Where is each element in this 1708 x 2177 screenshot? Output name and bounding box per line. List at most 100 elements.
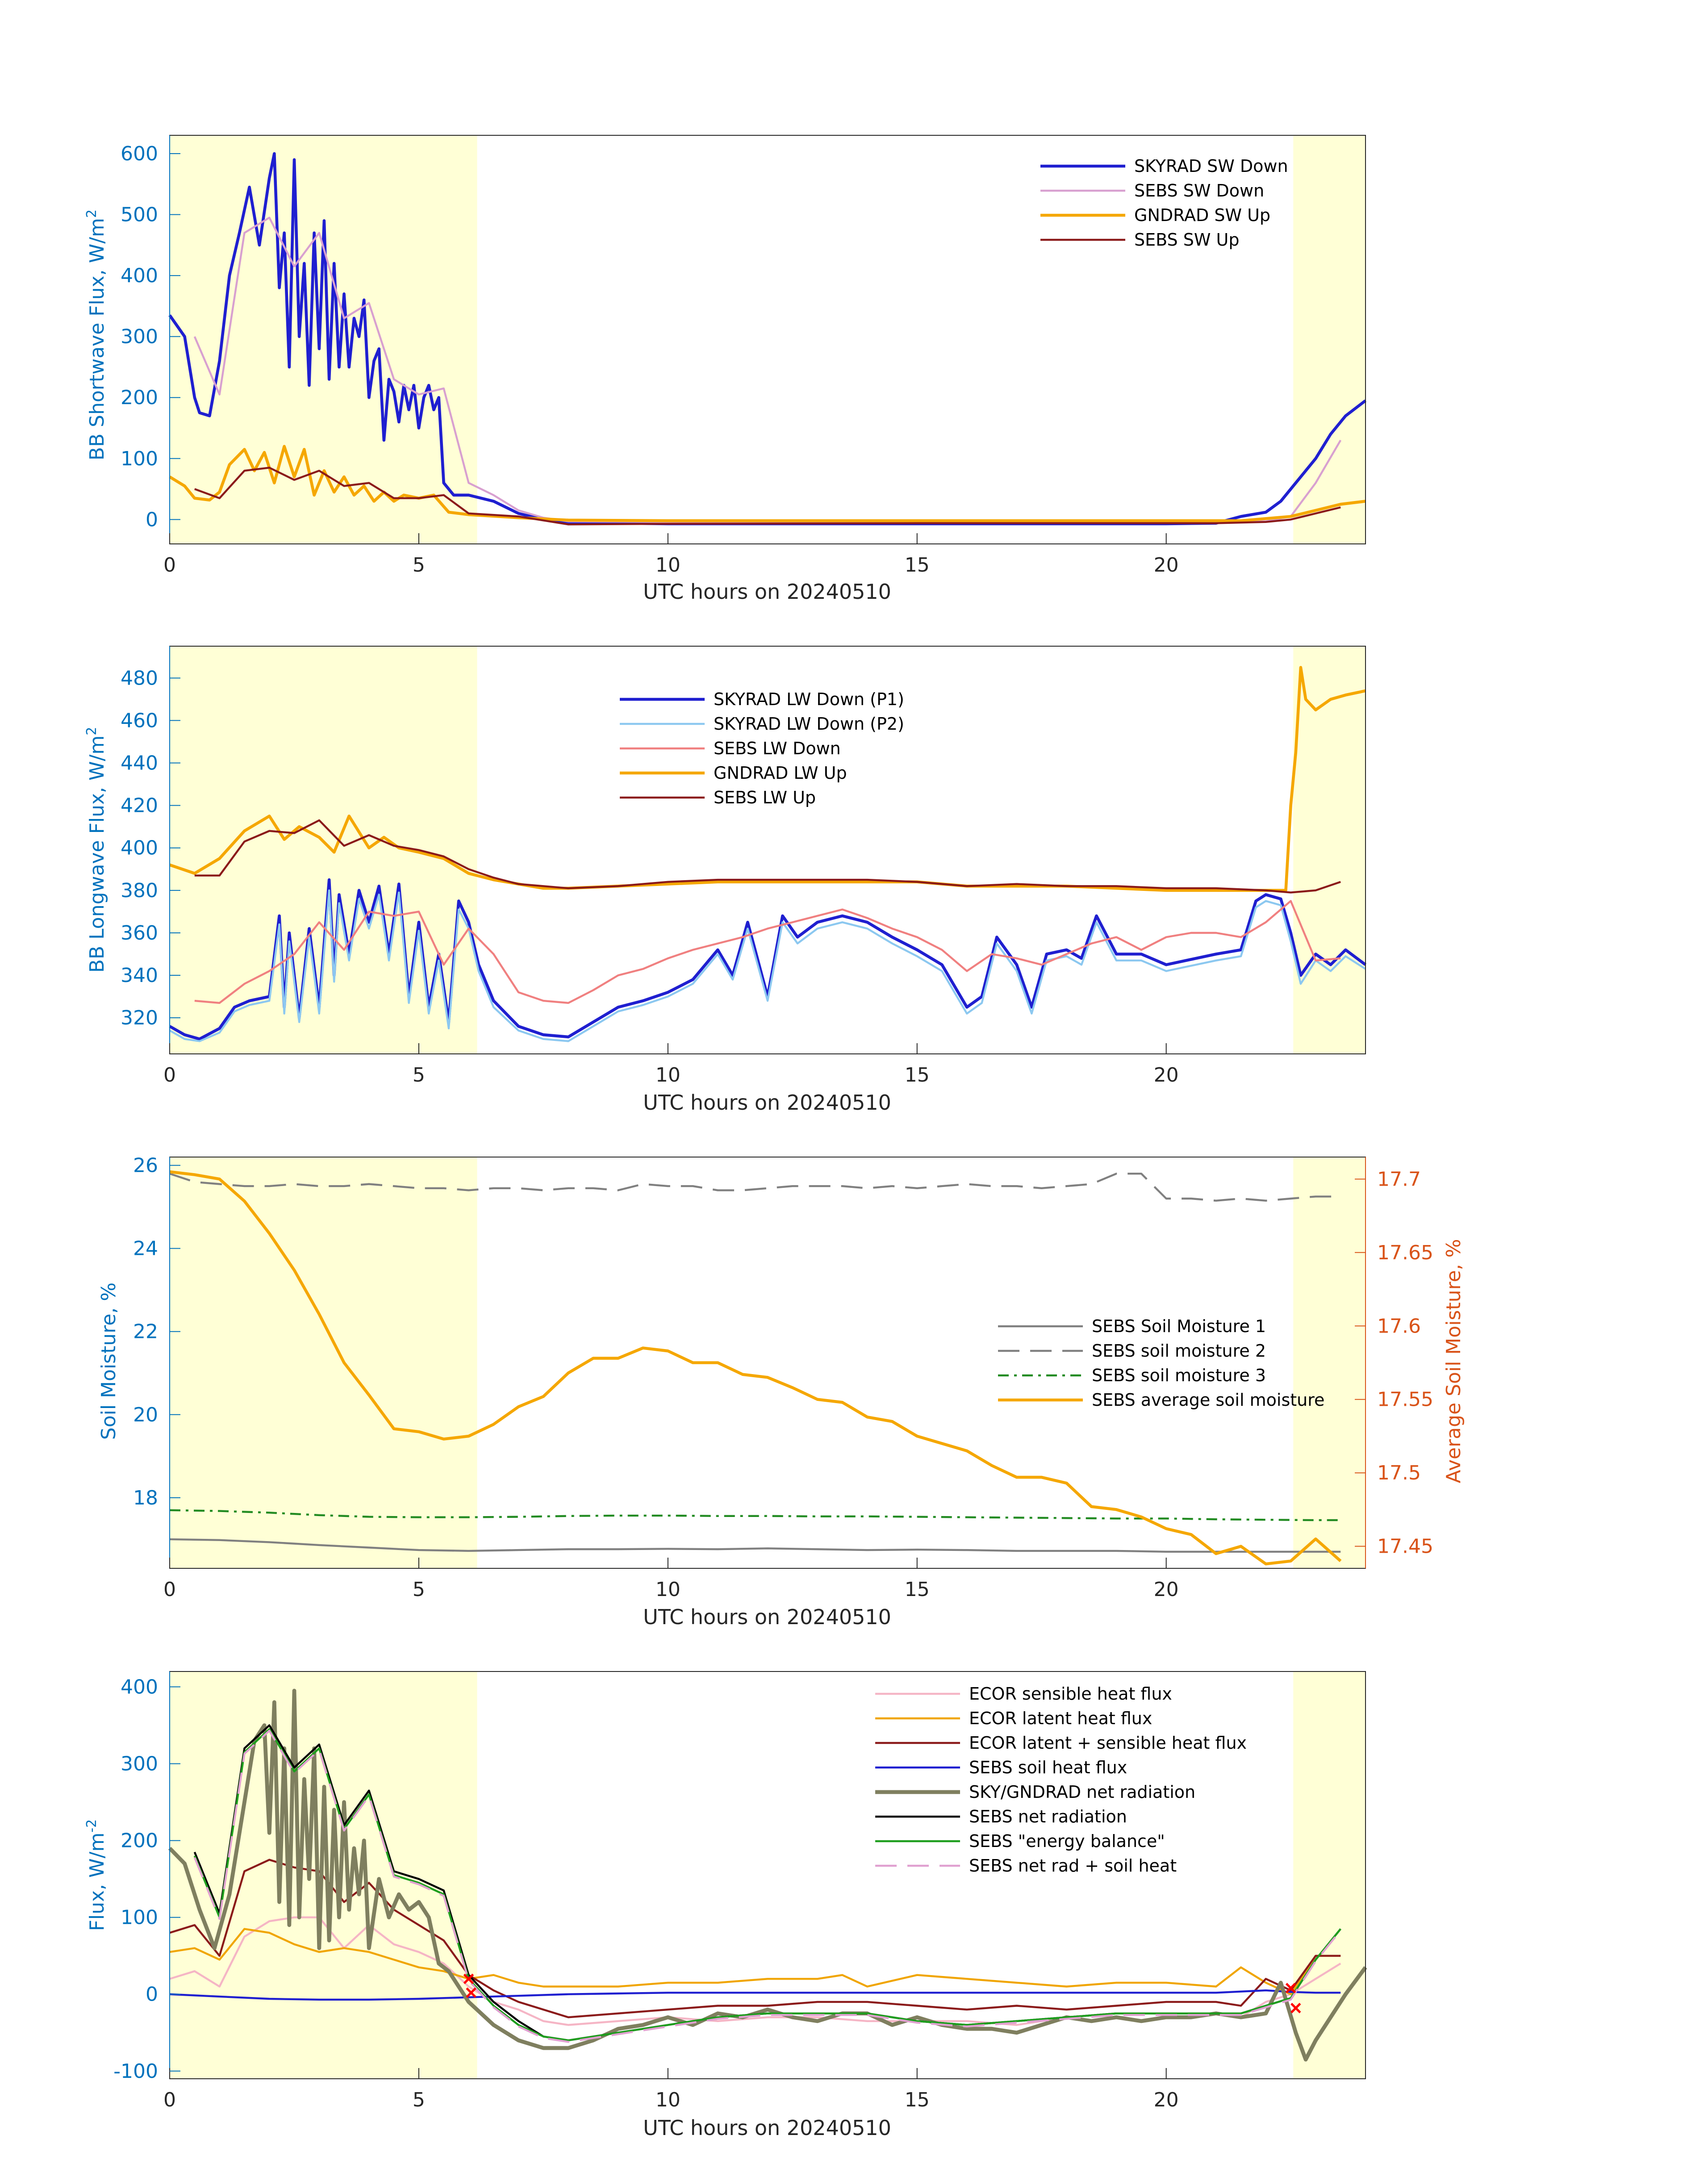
- legend-label-4: SKY/GNDRAD net radiation: [969, 1782, 1195, 1802]
- energy-flux-series: [168, 1688, 1367, 2062]
- shaded-region-1: [1293, 1671, 1366, 2079]
- series-line-2: [169, 1509, 1341, 1521]
- y-tick-label-0: 320: [121, 1007, 158, 1029]
- y-tick-label-0: 0: [146, 508, 158, 531]
- y-tick-label-2: 22: [133, 1320, 158, 1343]
- longwave-x-axis-label: UTC hours on 20240510: [643, 1091, 891, 1115]
- y-tick-label-4: 300: [121, 1752, 158, 1775]
- series-line-3: [169, 666, 1366, 892]
- shortwave-x-axis-label: UTC hours on 20240510: [643, 580, 891, 604]
- legend-label-7: SEBS net rad + soil heat: [969, 1856, 1177, 1876]
- soil-moisture-panel: 0 5 10 15 20 18 20 22 24 26 17.45 17.5 17.55 17.6 17.6…: [97, 1154, 1465, 1629]
- y-tick-label-1: 100: [121, 447, 158, 470]
- shaded-region-1: [1293, 646, 1366, 1054]
- marker-1: [466, 1987, 476, 1998]
- y2-tick-label-3: 17.6: [1377, 1315, 1421, 1337]
- legend-label-0: ECOR sensible heat flux: [969, 1684, 1172, 1704]
- y-tick-label-6: 440: [121, 752, 158, 775]
- longwave-y-axis-label: BB Longwave Flux, W/m2: [84, 727, 109, 973]
- y-tick-label-1: 20: [133, 1404, 158, 1426]
- energy-flux-y-axis-label: Flux, W/m-2: [84, 1819, 109, 1931]
- legend-label-1: SEBS SW Down: [1134, 181, 1264, 201]
- legend-label-2: SEBS soil moisture 3: [1092, 1366, 1266, 1385]
- series-line-3: [169, 1170, 1342, 1566]
- y-tick-label-0: 18: [133, 1487, 158, 1509]
- y-tick-label-3: 380: [121, 879, 158, 902]
- x-tick-label-2: 10: [656, 1064, 681, 1086]
- soil-moisture-series: [169, 1170, 1342, 1566]
- series-line-1: [169, 1928, 1341, 1995]
- shortwave-y-axis-label: BB Shortwave Flux, W/m2: [84, 209, 109, 460]
- x-tick-label-2: 10: [656, 2089, 681, 2111]
- legend-label-4: SEBS LW Up: [714, 788, 816, 807]
- x-tick-label-4: 20: [1154, 1064, 1179, 1086]
- y2-tick-label-2: 17.55: [1377, 1388, 1433, 1411]
- x-tick-label-0: 0: [163, 554, 176, 577]
- series-line-3: [194, 467, 1341, 526]
- shaded-region-0: [170, 1157, 477, 1568]
- soil-moisture-x-axis-label: UTC hours on 20240510: [643, 1605, 891, 1629]
- series-line-2: [194, 900, 1341, 1004]
- y2-tick-label-0: 17.45: [1377, 1535, 1433, 1558]
- series-line-1: [169, 889, 1366, 1042]
- legend-label-2: GNDRAD SW Up: [1134, 205, 1270, 225]
- legend-label-0: SKYRAD SW Down: [1134, 156, 1288, 176]
- x-tick-label-4: 20: [1154, 554, 1179, 577]
- legend-label-5: SEBS net radiation: [969, 1807, 1127, 1826]
- x-tick-label-1: 5: [413, 554, 425, 577]
- longwave-shaded-regions: [170, 646, 1366, 1054]
- y2-tick-label-4: 17.65: [1377, 1241, 1433, 1264]
- y-tick-label-4: 400: [121, 837, 158, 860]
- y-tick-label-0: -100: [113, 2060, 158, 2083]
- y-tick-label-3: 200: [121, 1830, 158, 1852]
- x-tick-label-3: 15: [905, 2089, 930, 2111]
- y-tick-label-2: 100: [121, 1906, 158, 1929]
- series-line-1: [169, 1172, 1341, 1202]
- shortwave-legend: SKYRAD SW Down SEBS SW Down GNDRAD SW Up SE…: [1040, 156, 1288, 250]
- series-line-0: [169, 1538, 1341, 1553]
- legend-label-1: ECOR latent heat flux: [969, 1709, 1152, 1728]
- x-tick-label-2: 10: [656, 554, 681, 577]
- y-tick-label-6: 600: [121, 142, 158, 165]
- legend-label-0: SEBS Soil Moisture 1: [1092, 1316, 1266, 1336]
- legend-label-3: SEBS SW Up: [1134, 230, 1239, 250]
- x-tick-label-4: 20: [1154, 1578, 1179, 1601]
- x-tick-label-0: 0: [163, 2089, 176, 2111]
- legend-label-3: SEBS average soil moisture: [1092, 1390, 1324, 1410]
- y-tick-label-5: 400: [121, 1676, 158, 1698]
- y-tick-label-2: 360: [121, 922, 158, 944]
- legend-label-1: SKYRAD LW Down (P2): [714, 714, 904, 734]
- series-line-4: [194, 819, 1341, 894]
- x-tick-label-0: 0: [163, 1064, 176, 1086]
- energy-flux-legend: ECOR sensible heat flux ECOR latent heat …: [875, 1684, 1247, 1876]
- marker-3: [1290, 2002, 1301, 2014]
- legend-label-6: SEBS "energy balance": [969, 1831, 1165, 1851]
- series-line-2: [169, 445, 1366, 522]
- y-tick-label-3: 24: [133, 1237, 158, 1260]
- series-line-3: [169, 1989, 1341, 2001]
- x-tick-label-3: 15: [905, 1578, 930, 1601]
- x-tick-label-2: 10: [656, 1578, 681, 1601]
- y-tick-label-8: 480: [121, 667, 158, 689]
- x-tick-label-1: 5: [413, 2089, 425, 2111]
- shaded-region-0: [170, 135, 477, 544]
- y-tick-label-1: 0: [146, 1983, 158, 2006]
- y-tick-label-2: 200: [121, 386, 158, 409]
- longwave-series: [169, 666, 1366, 1042]
- x-tick-label-3: 15: [905, 554, 930, 577]
- soil-moisture-right-axis-label: Average Soil Moisture, %: [1442, 1239, 1465, 1483]
- y-tick-label-7: 460: [121, 709, 158, 732]
- x-tick-label-1: 5: [413, 1578, 425, 1601]
- longwave-legend: SKYRAD LW Down (P1) SKYRAD LW Down (P2) SE…: [620, 689, 904, 807]
- y-tick-label-1: 340: [121, 964, 158, 987]
- legend-label-1: SEBS soil moisture 2: [1092, 1341, 1266, 1361]
- soil-moisture-y-axis-label: Soil Moisture, %: [97, 1283, 120, 1440]
- y-tick-label-3: 300: [121, 326, 158, 348]
- shaded-region-1: [1293, 1157, 1366, 1568]
- y2-tick-label-1: 17.5: [1377, 1462, 1421, 1484]
